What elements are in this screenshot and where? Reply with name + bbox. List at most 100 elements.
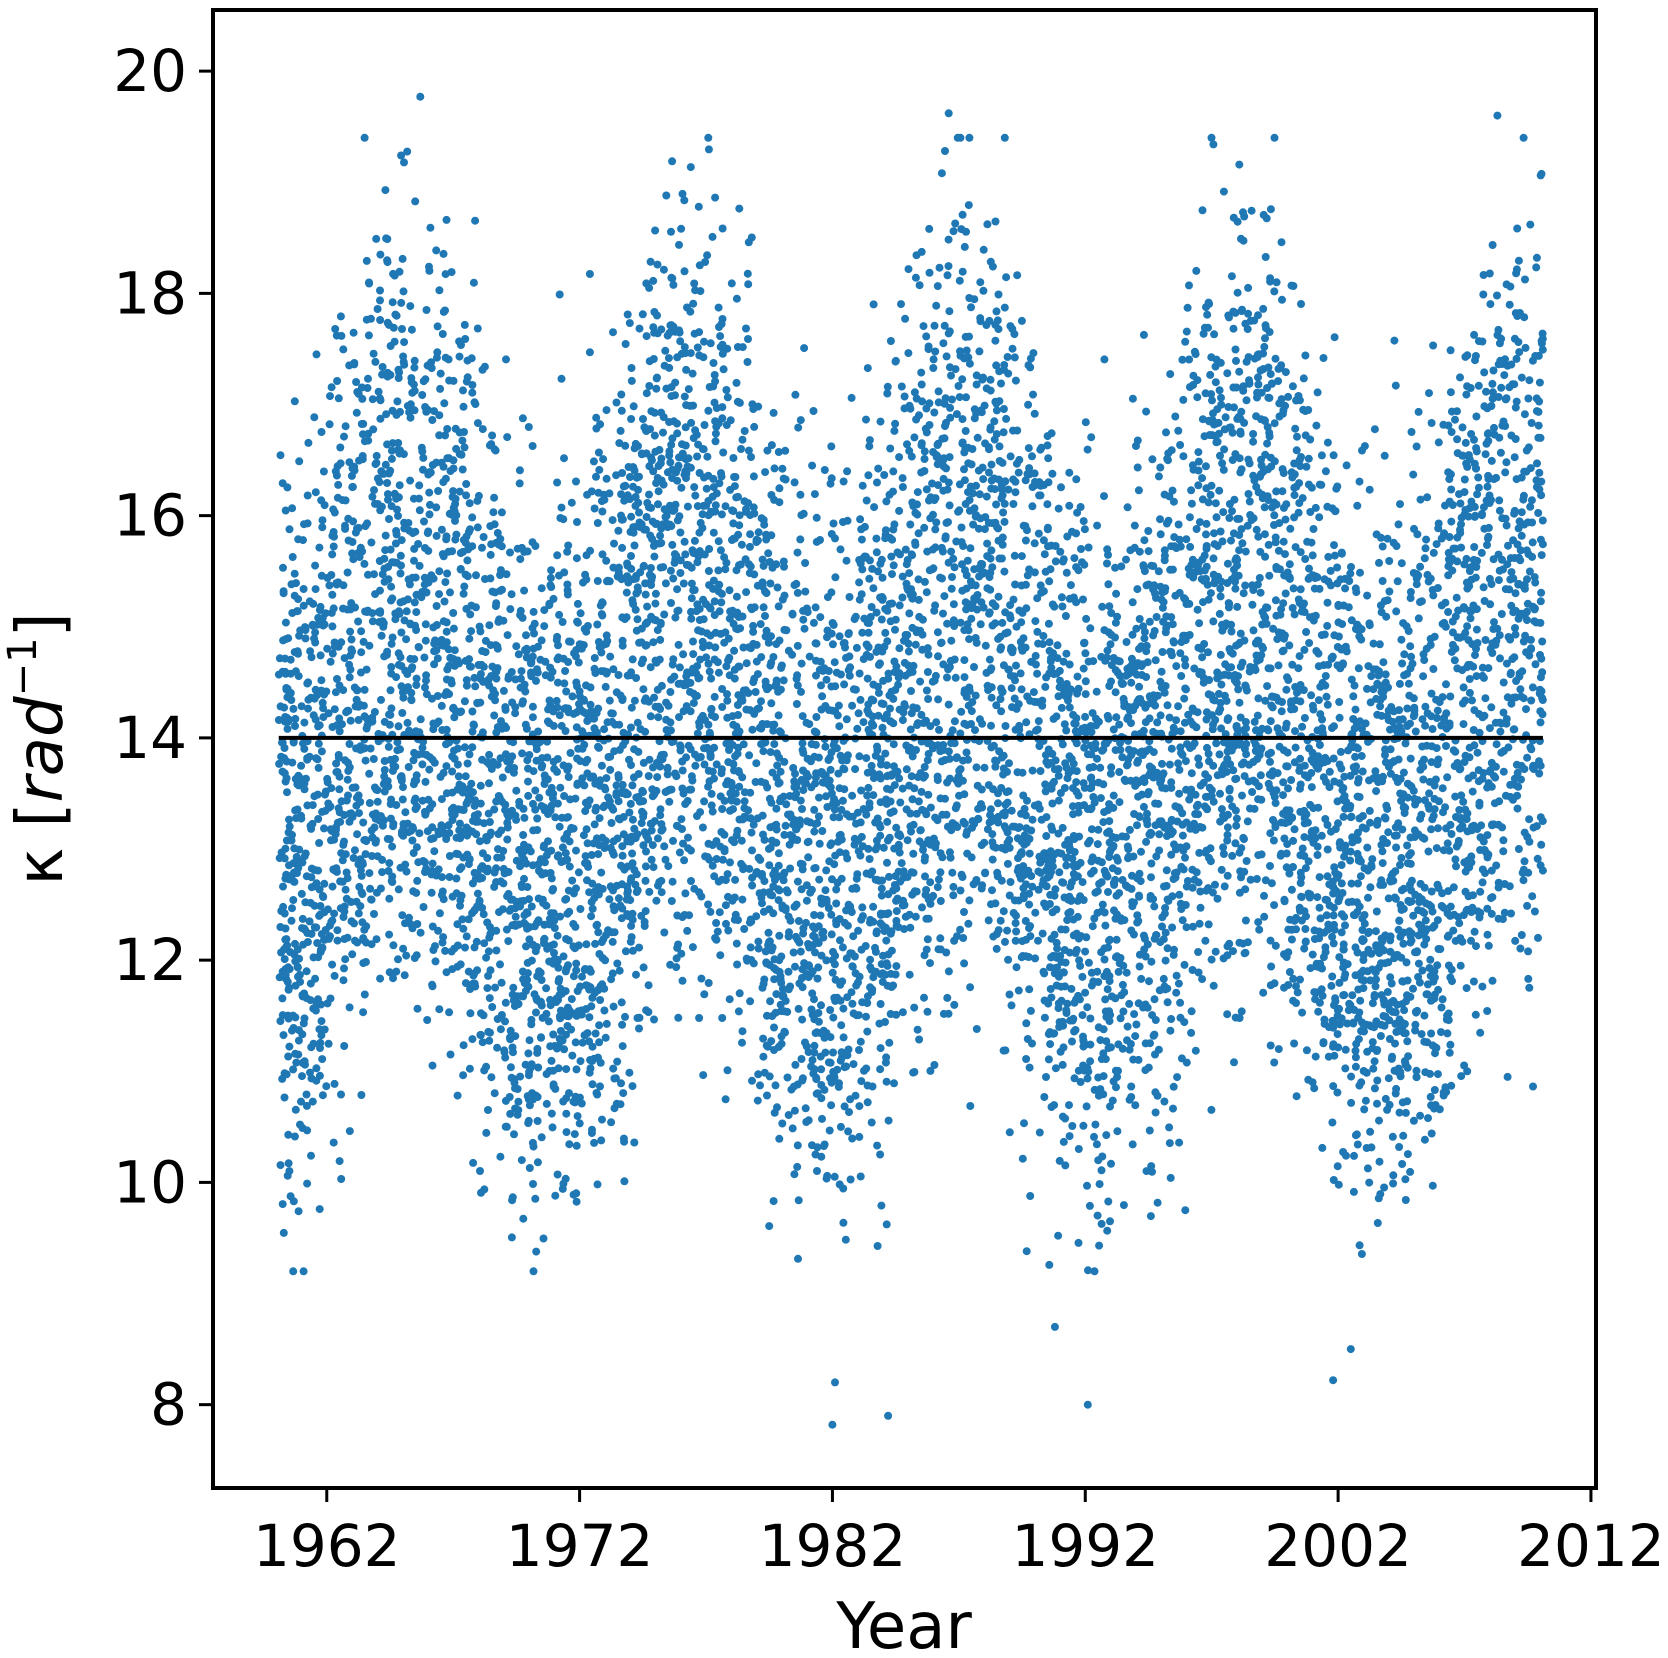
data-point	[944, 967, 953, 976]
data-point	[1187, 499, 1196, 508]
data-point	[560, 454, 568, 463]
data-point	[359, 1008, 368, 1017]
data-point	[1036, 581, 1045, 590]
data-point	[1133, 821, 1141, 830]
data-point	[1499, 417, 1508, 426]
data-point	[966, 482, 975, 491]
data-point	[665, 785, 674, 794]
data-point	[1044, 619, 1053, 628]
data-point	[632, 589, 641, 598]
data-point	[1012, 661, 1020, 670]
data-point	[1428, 725, 1437, 733]
data-point	[1523, 753, 1532, 762]
data-point	[630, 696, 639, 705]
data-point	[596, 1082, 604, 1091]
data-point	[309, 1039, 318, 1048]
data-point	[723, 713, 732, 722]
data-point	[1001, 722, 1010, 730]
data-point	[949, 891, 958, 900]
data-point	[536, 868, 545, 876]
data-point	[1163, 701, 1172, 710]
data-point	[969, 520, 978, 529]
data-point	[1488, 379, 1497, 388]
data-point	[485, 750, 494, 759]
data-point	[770, 464, 779, 473]
data-point	[1353, 1140, 1362, 1149]
data-point	[965, 635, 974, 644]
data-point	[914, 575, 923, 584]
data-point	[1371, 927, 1380, 936]
data-point	[665, 797, 674, 806]
data-point	[1028, 882, 1037, 891]
data-point	[689, 586, 698, 595]
data-point	[516, 555, 525, 564]
data-point	[966, 983, 975, 992]
data-point	[1052, 905, 1061, 914]
data-point	[289, 1065, 298, 1074]
data-point	[906, 923, 915, 932]
data-point	[348, 538, 357, 546]
data-point	[873, 478, 881, 487]
data-point	[1065, 1101, 1073, 1110]
data-point	[1085, 1201, 1094, 1210]
data-point	[1163, 998, 1172, 1007]
data-point	[294, 535, 303, 544]
data-point	[743, 358, 752, 366]
data-point	[1266, 664, 1275, 673]
data-point	[1534, 933, 1542, 942]
data-point	[1452, 862, 1460, 871]
data-point	[1446, 346, 1455, 355]
data-point	[1093, 521, 1102, 530]
data-point	[746, 814, 755, 823]
data-point	[421, 777, 430, 786]
data-point	[471, 682, 480, 691]
data-point	[289, 1267, 298, 1276]
data-point	[920, 856, 929, 865]
data-point	[1209, 761, 1218, 770]
data-point	[1495, 433, 1504, 442]
data-point	[1472, 672, 1481, 681]
data-point	[1180, 694, 1189, 703]
data-point	[381, 460, 390, 469]
data-point	[618, 780, 627, 789]
data-point	[1502, 280, 1511, 289]
data-point	[858, 903, 867, 912]
data-point	[1395, 916, 1404, 925]
data-point	[852, 874, 861, 883]
data-point	[903, 440, 911, 449]
data-point	[620, 1177, 629, 1186]
data-point	[737, 540, 746, 549]
data-point	[1236, 629, 1245, 638]
data-point	[844, 1127, 853, 1136]
data-point	[675, 713, 683, 722]
data-point	[1390, 336, 1399, 345]
data-point	[590, 1138, 599, 1147]
data-point	[1347, 1098, 1356, 1107]
data-point	[1324, 552, 1333, 561]
data-point	[1142, 673, 1151, 681]
data-point	[1349, 692, 1358, 701]
data-point	[688, 943, 697, 952]
data-point	[433, 654, 442, 663]
data-point	[503, 631, 512, 640]
data-point	[1462, 554, 1471, 563]
data-point	[547, 566, 556, 575]
data-point	[831, 534, 839, 543]
data-point	[1081, 947, 1090, 956]
data-point	[298, 1072, 306, 1081]
data-point	[530, 629, 538, 638]
data-point	[1215, 750, 1224, 759]
data-point	[1223, 810, 1232, 819]
data-point	[1179, 395, 1188, 404]
data-point	[368, 492, 377, 501]
data-point	[1481, 694, 1490, 703]
data-point	[858, 628, 867, 637]
data-point	[1517, 373, 1526, 382]
data-point	[689, 434, 698, 443]
data-point	[322, 1082, 331, 1091]
data-point	[1223, 830, 1232, 839]
data-point	[765, 861, 774, 870]
data-point	[1112, 1083, 1120, 1092]
data-point	[1028, 483, 1037, 491]
data-point	[1099, 818, 1108, 827]
